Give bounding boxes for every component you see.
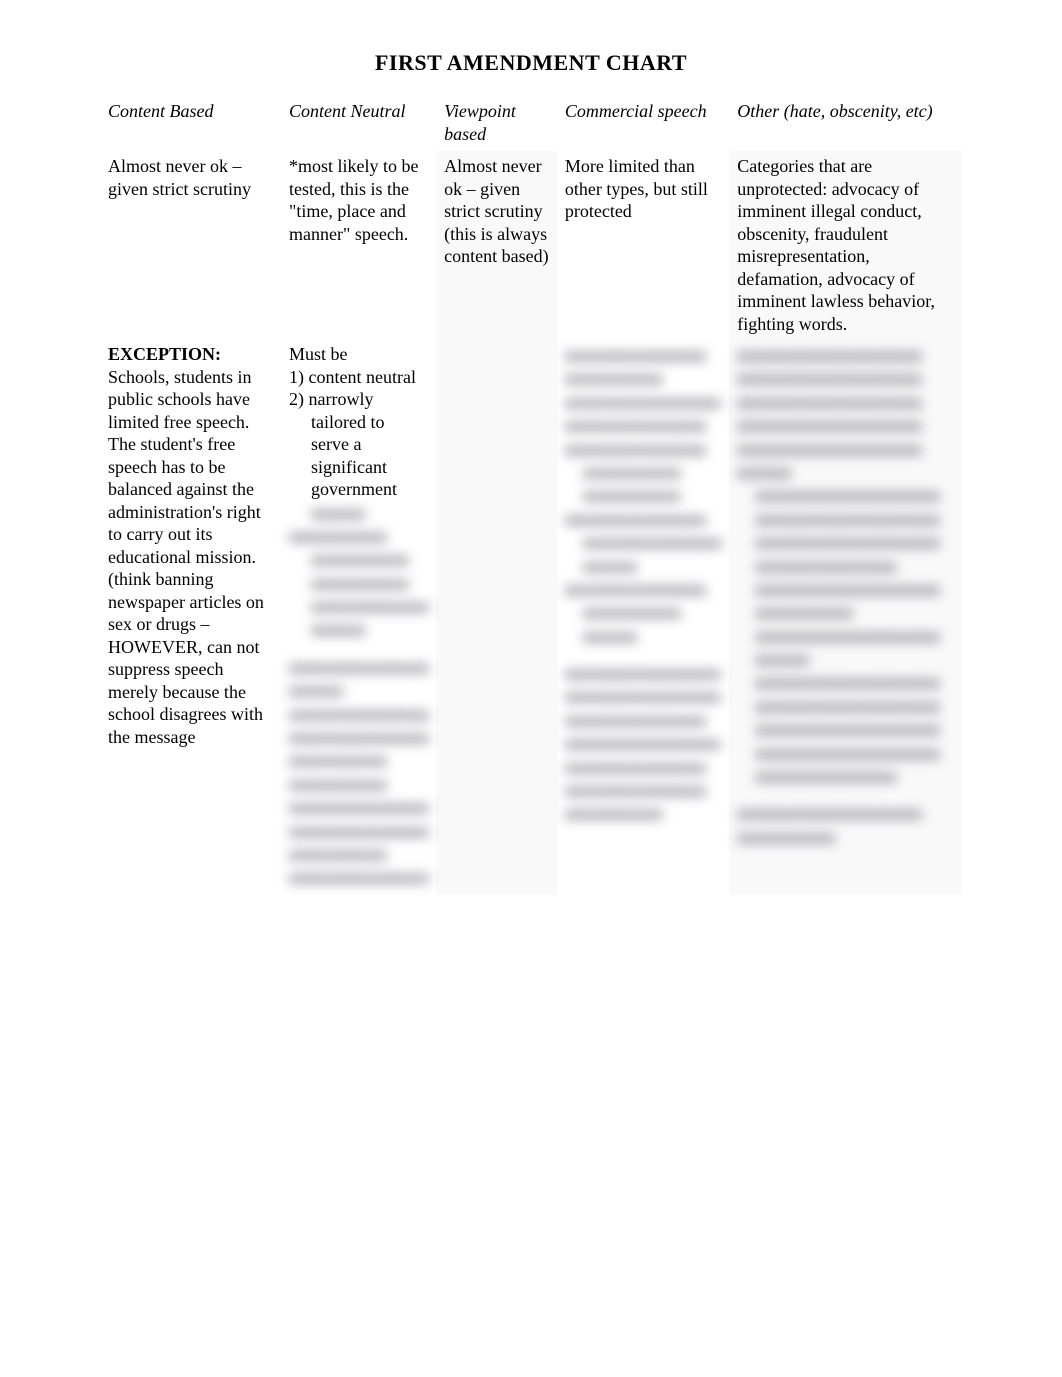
- list-num-2: 2): [289, 389, 304, 409]
- obscured-content: ■■■■■ ■■■■■■■■■ ■■■■■■■■■ ■■■■■■■■■ ■■■■…: [289, 503, 428, 891]
- cell-mustbe: Must be 1) content neutral 2) narrowly t…: [281, 339, 436, 895]
- table-row: EXCEPTION: Schools, students in public s…: [100, 339, 962, 895]
- table-header-row: Content Based Content Neutral Viewpoint …: [100, 96, 962, 151]
- cell-viewpoint-row2: [436, 339, 557, 895]
- header-viewpoint-based: Viewpoint based: [436, 96, 557, 151]
- list-item: 1) content neutral: [289, 366, 428, 389]
- list-text-2d: significant: [289, 456, 428, 479]
- cell-content-based-desc: Almost never ok – given strict scrutiny: [100, 151, 281, 339]
- header-content-neutral: Content Neutral: [281, 96, 436, 151]
- obscured-content: ■■■■■■■■■■■■■■■■■ ■■■■■■■■■■■■■■■■■ ■■■■…: [737, 345, 954, 850]
- list-text-2e: government: [289, 478, 428, 501]
- list-text-2c: serve a: [289, 433, 428, 456]
- cell-content-neutral-desc: *most likely to be tested, this is the "…: [281, 151, 436, 339]
- list-text-1: content neutral: [309, 367, 416, 387]
- cell-commercial-desc: More limited than other types, but still…: [557, 151, 729, 339]
- header-commercial-speech: Commercial speech: [557, 96, 729, 151]
- header-other: Other (hate, obscenity, etc): [729, 96, 962, 151]
- cell-exception: EXCEPTION: Schools, students in public s…: [100, 339, 281, 895]
- list-text-2b: tailored to: [289, 411, 428, 434]
- list-num-1: 1): [289, 367, 304, 387]
- exception-body: Schools, students in public schools have…: [108, 367, 264, 747]
- mustbe-lead: Must be: [289, 343, 428, 366]
- cell-other-desc: Categories that are unprotected: advocac…: [729, 151, 962, 339]
- cell-commercial-row2: ■■■■■■■■■■■■■ ■■■■■■■■■ ■■■■■■■■■■■■■■■■…: [557, 339, 729, 895]
- table-row: Almost never ok – given strict scrutiny …: [100, 151, 962, 339]
- obscured-content: ■■■■■■■■■■■■■ ■■■■■■■■■ ■■■■■■■■■■■■■■■■…: [565, 345, 721, 827]
- cell-other-row2: ■■■■■■■■■■■■■■■■■ ■■■■■■■■■■■■■■■■■ ■■■■…: [729, 339, 962, 895]
- amendment-table: Content Based Content Neutral Viewpoint …: [100, 96, 962, 895]
- list-item: 2) narrowly: [289, 388, 428, 411]
- exception-label: EXCEPTION:: [108, 344, 221, 364]
- cell-viewpoint-desc: Almost never ok – given strict scrutiny …: [436, 151, 557, 339]
- page-title: FIRST AMENDMENT CHART: [100, 50, 962, 76]
- list-text-2a: narrowly: [309, 389, 374, 409]
- header-content-based: Content Based: [100, 96, 281, 151]
